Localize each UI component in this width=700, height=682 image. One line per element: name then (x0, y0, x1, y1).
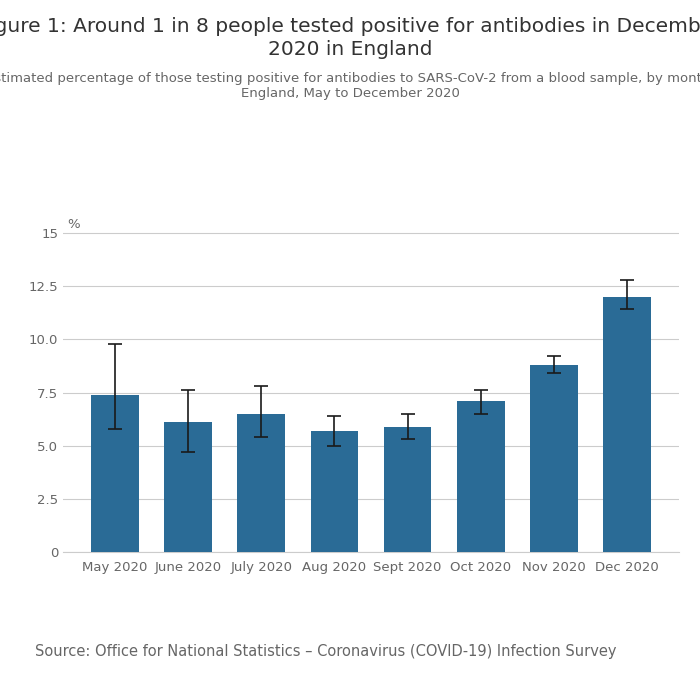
Text: Source: Office for National Statistics – Coronavirus (COVID-19) Infection Survey: Source: Office for National Statistics –… (35, 644, 617, 659)
Text: Figure 1: Around 1 in 8 people tested positive for antibodies in December: Figure 1: Around 1 in 8 people tested po… (0, 17, 700, 36)
Text: 2020 in England: 2020 in England (267, 40, 433, 59)
Bar (384, 427, 431, 552)
Bar (91, 395, 139, 552)
Bar (530, 365, 578, 552)
Text: %: % (67, 218, 80, 231)
Bar (603, 297, 651, 552)
Bar (237, 414, 285, 552)
Bar (457, 401, 505, 552)
Bar (311, 431, 358, 552)
Text: Estimated percentage of those testing positive for antibodies to SARS-CoV-2 from: Estimated percentage of those testing po… (0, 72, 700, 100)
Bar (164, 422, 212, 552)
